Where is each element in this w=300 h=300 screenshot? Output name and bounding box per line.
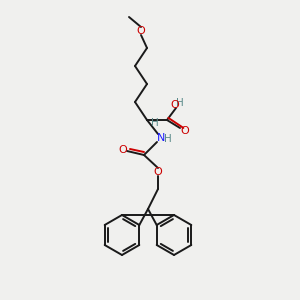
- Text: H: H: [151, 118, 159, 128]
- Text: O: O: [154, 167, 162, 177]
- Text: N: N: [157, 133, 165, 143]
- Text: O: O: [171, 100, 179, 110]
- Text: H: H: [164, 134, 172, 144]
- Text: H: H: [176, 98, 184, 108]
- Text: O: O: [136, 26, 146, 36]
- Text: O: O: [118, 145, 127, 155]
- Text: O: O: [181, 126, 189, 136]
